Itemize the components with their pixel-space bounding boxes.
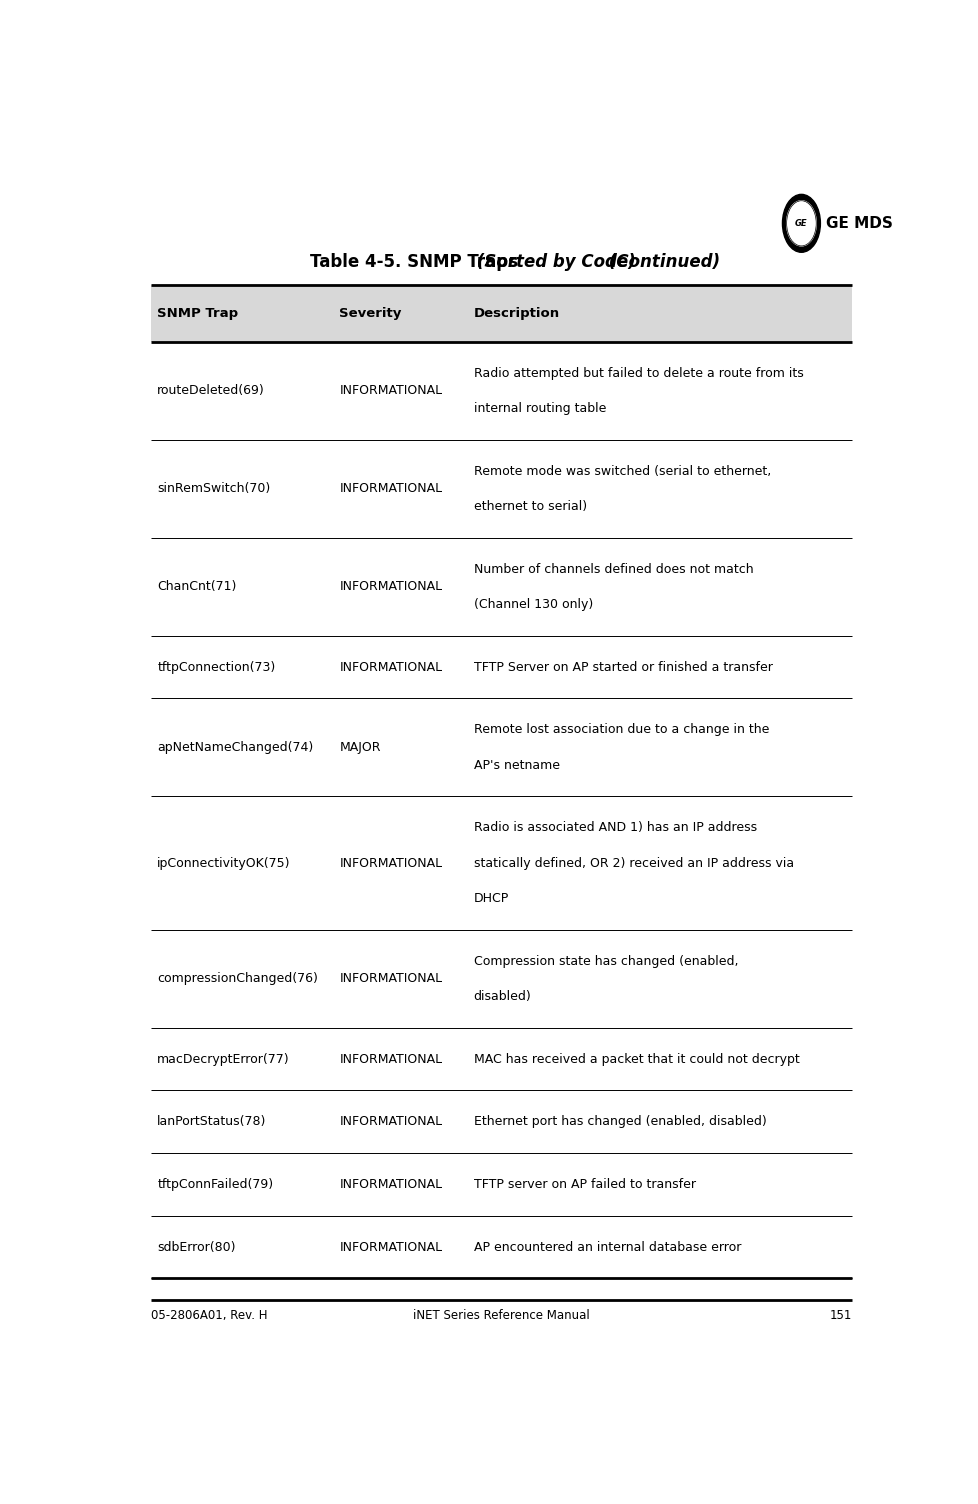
Text: SNMP Trap: SNMP Trap (157, 307, 239, 320)
Text: disabled): disabled) (473, 990, 531, 1003)
Text: (Channel 130 only): (Channel 130 only) (473, 599, 593, 611)
Text: macDecryptError(77): macDecryptError(77) (157, 1053, 289, 1065)
Text: 151: 151 (829, 1308, 852, 1322)
Text: Remote mode was switched (serial to ethernet,: Remote mode was switched (serial to ethe… (473, 465, 770, 478)
Text: INFORMATIONAL: INFORMATIONAL (339, 1114, 442, 1128)
Bar (151, 284, 852, 341)
Text: 05-2806A01, Rev. H: 05-2806A01, Rev. H (151, 1308, 267, 1322)
Text: ethernet to serial): ethernet to serial) (473, 499, 586, 513)
Text: INFORMATIONAL: INFORMATIONAL (339, 385, 442, 397)
Text: Ethernet port has changed (enabled, disabled): Ethernet port has changed (enabled, disa… (473, 1114, 766, 1128)
Text: Radio is associated AND 1) has an IP address: Radio is associated AND 1) has an IP add… (473, 821, 756, 835)
Text: compressionChanged(76): compressionChanged(76) (157, 972, 318, 985)
Text: sinRemSwitch(70): sinRemSwitch(70) (157, 483, 270, 495)
Text: iNET Series Reference Manual: iNET Series Reference Manual (413, 1308, 590, 1322)
Text: Description: Description (473, 307, 559, 320)
Text: Table 4-5. SNMP Traps: Table 4-5. SNMP Traps (309, 253, 517, 271)
Text: AP encountered an internal database error: AP encountered an internal database erro… (473, 1241, 740, 1253)
Text: ChanCnt(71): ChanCnt(71) (157, 581, 237, 594)
Text: (Continued): (Continued) (602, 253, 720, 271)
Text: lanPortStatus(78): lanPortStatus(78) (157, 1114, 266, 1128)
Text: internal routing table: internal routing table (473, 402, 605, 415)
Text: Number of channels defined does not match: Number of channels defined does not matc… (473, 562, 752, 576)
Text: INFORMATIONAL: INFORMATIONAL (339, 483, 442, 495)
Text: apNetNameChanged(74): apNetNameChanged(74) (157, 741, 313, 754)
Text: TFTP Server on AP started or finished a transfer: TFTP Server on AP started or finished a … (473, 660, 772, 674)
Text: GE MDS: GE MDS (825, 217, 893, 230)
Text: GE: GE (794, 218, 807, 227)
Text: DHCP: DHCP (473, 892, 509, 905)
Text: Severity: Severity (339, 307, 401, 320)
Circle shape (786, 200, 816, 247)
Text: INFORMATIONAL: INFORMATIONAL (339, 660, 442, 674)
Text: tftpConnection(73): tftpConnection(73) (157, 660, 275, 674)
Text: TFTP server on AP failed to transfer: TFTP server on AP failed to transfer (473, 1178, 695, 1191)
Text: routeDeleted(69): routeDeleted(69) (157, 385, 265, 397)
Text: tftpConnFailed(79): tftpConnFailed(79) (157, 1178, 273, 1191)
Circle shape (781, 194, 820, 253)
Text: INFORMATIONAL: INFORMATIONAL (339, 1241, 442, 1253)
Text: ipConnectivityOK(75): ipConnectivityOK(75) (157, 857, 290, 869)
Text: Radio attempted but failed to delete a route from its: Radio attempted but failed to delete a r… (473, 367, 803, 379)
Text: INFORMATIONAL: INFORMATIONAL (339, 581, 442, 594)
Text: INFORMATIONAL: INFORMATIONAL (339, 1053, 442, 1065)
Text: INFORMATIONAL: INFORMATIONAL (339, 972, 442, 985)
Text: Remote lost association due to a change in the: Remote lost association due to a change … (473, 723, 769, 737)
Text: MAJOR: MAJOR (339, 741, 380, 754)
Text: sdbError(80): sdbError(80) (157, 1241, 236, 1253)
Text: MAC has received a packet that it could not decrypt: MAC has received a packet that it could … (473, 1053, 799, 1065)
Text: AP's netname: AP's netname (473, 758, 559, 772)
Text: (Sorted by Code): (Sorted by Code) (470, 253, 641, 271)
Text: INFORMATIONAL: INFORMATIONAL (339, 1178, 442, 1191)
Text: Compression state has changed (enabled,: Compression state has changed (enabled, (473, 955, 737, 967)
Text: statically defined, OR 2) received an IP address via: statically defined, OR 2) received an IP… (473, 857, 793, 869)
Text: INFORMATIONAL: INFORMATIONAL (339, 857, 442, 869)
